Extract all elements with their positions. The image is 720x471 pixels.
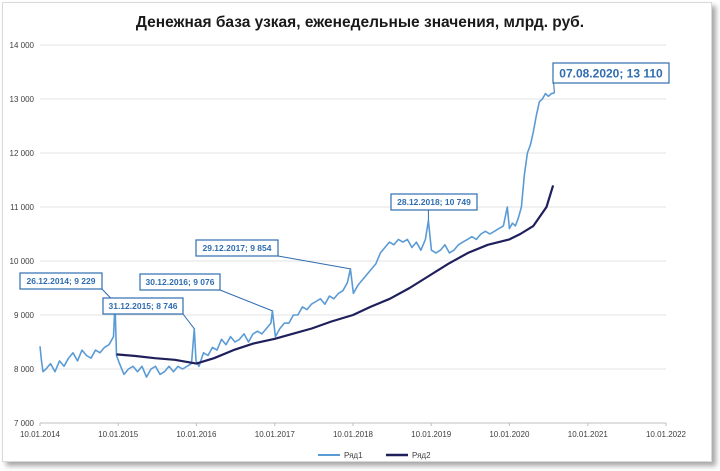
x-tick-label: 10.01.2018 <box>333 430 374 439</box>
y-axis-ticks: 7 000 8 000 9 000 10 000 11 000 12 000 13 000 1… <box>10 41 35 428</box>
annotation-leader <box>277 255 351 270</box>
y-tick-label: 13 000 <box>10 95 35 104</box>
legend-label-2: Ряд2 <box>412 451 431 460</box>
annotation-label: 31.12.2015; 8 746 <box>108 301 177 311</box>
y-tick-label: 11 000 <box>10 203 34 212</box>
annotation-box <box>195 239 279 257</box>
series-line-1 <box>39 92 555 378</box>
x-tick-label: 10.01.2022 <box>646 430 687 439</box>
annotation-label: 28.12.2018; 10 749 <box>397 197 471 207</box>
x-axis-ticks: 10.01.2014 10.01.2015 10.01.2016 10.01.2017… <box>20 423 687 439</box>
y-tick-label: 8 000 <box>14 365 35 374</box>
x-tick-label: 10.01.2021 <box>568 430 609 439</box>
y-tick-label: 7 000 <box>14 419 35 428</box>
annotation-box <box>552 62 670 84</box>
chart-title: Денежная база узкая, еженедельные значен… <box>136 14 584 31</box>
annotation-box <box>390 193 478 211</box>
annotation-label: 07.08.2020; 13 110 <box>559 67 663 81</box>
annotation-label: 29.12.2017; 9 854 <box>202 243 271 253</box>
annotation-leader <box>219 289 273 312</box>
x-tick-label: 10.01.2017 <box>255 430 296 439</box>
series-lines <box>39 92 555 378</box>
y-tick-label: 14 000 <box>10 41 35 50</box>
annotation-box <box>102 297 184 315</box>
annotation-label: 30.12.2016; 9 076 <box>145 277 214 287</box>
annotations: 26.12.2014; 9 229 31.12.2015; 8 746 30.12.… <box>19 62 670 330</box>
x-tick-label: 10.01.2014 <box>20 430 61 439</box>
annotation-box <box>139 273 221 291</box>
x-tick-label: 10.01.2019 <box>411 430 452 439</box>
series-line-2 <box>116 185 555 365</box>
x-tick-label: 10.01.2020 <box>489 430 530 439</box>
legend-label-1: Ряд1 <box>344 451 363 460</box>
x-tick-label: 10.01.2016 <box>176 430 217 439</box>
annotation-leader <box>182 313 195 330</box>
annotation-box <box>19 272 103 290</box>
y-tick-label: 10 000 <box>10 257 35 266</box>
x-tick-label: 10.01.2015 <box>98 430 139 439</box>
gridlines <box>40 44 666 424</box>
y-tick-label: 9 000 <box>14 311 35 320</box>
y-tick-label: 12 000 <box>10 149 35 158</box>
annotation-label: 26.12.2014; 9 229 <box>26 276 95 286</box>
legend: Ряд1 Ряд2 <box>318 451 431 460</box>
